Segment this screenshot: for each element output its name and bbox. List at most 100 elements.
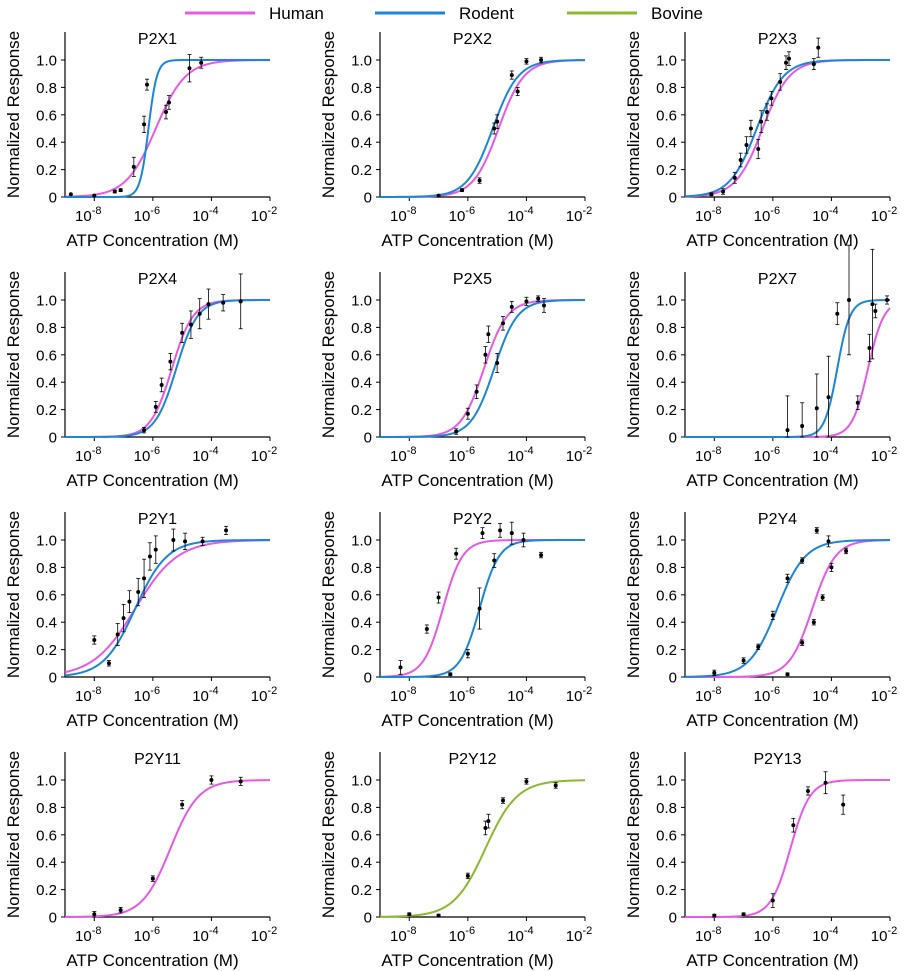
y-tick-label: 0.6 bbox=[656, 827, 677, 844]
x-tick-label: 10-8 bbox=[390, 205, 416, 225]
data-point bbox=[159, 382, 164, 387]
data-point bbox=[553, 783, 558, 788]
panel-p2y2: P2Y2 0 0.2 0.4 0.6 0.8 1.0 10-8 10-6 10-4 10-2 ATP … bbox=[319, 511, 592, 730]
data-point bbox=[769, 96, 774, 101]
x-tick-label: 10-8 bbox=[75, 445, 101, 465]
x-tick-label: 10-4 bbox=[192, 685, 218, 705]
y-tick-label: 0.8 bbox=[351, 320, 372, 337]
x-tick-label: 10-4 bbox=[812, 925, 838, 945]
y-tick-label: 0.4 bbox=[36, 375, 57, 392]
legend-label-human: Human bbox=[269, 4, 324, 23]
x-tick-label: 10-6 bbox=[754, 205, 780, 225]
data-point bbox=[785, 672, 790, 677]
data-point bbox=[131, 164, 136, 169]
data-point bbox=[786, 56, 791, 61]
y-tick-label: 0 bbox=[364, 190, 372, 207]
y-tick-label: 1.0 bbox=[36, 293, 57, 310]
y-tick-label: 0.4 bbox=[351, 375, 372, 392]
x-tick-label: 10-2 bbox=[566, 445, 592, 465]
y-tick-label: 1.0 bbox=[656, 53, 677, 70]
x-tick-label: 10-6 bbox=[754, 445, 780, 465]
x-tick-label: 10-8 bbox=[390, 685, 416, 705]
legend-label-rodent: Rodent bbox=[459, 4, 514, 23]
y-tick-label: 0 bbox=[669, 430, 677, 447]
y-tick-label: 0.8 bbox=[656, 80, 677, 97]
y-tick-label: 0.6 bbox=[351, 347, 372, 364]
data-point bbox=[136, 590, 141, 595]
x-axis-label: ATP Concentration (M) bbox=[66, 711, 238, 730]
x-axis-label: ATP Concentration (M) bbox=[381, 231, 553, 250]
y-tick-label: 0.2 bbox=[36, 642, 57, 659]
y-tick-label: 0.2 bbox=[656, 402, 677, 419]
data-point bbox=[800, 558, 805, 563]
data-point bbox=[806, 788, 810, 793]
data-point bbox=[800, 640, 805, 645]
data-point bbox=[448, 672, 453, 677]
data-point bbox=[844, 548, 849, 553]
data-point bbox=[474, 389, 479, 394]
data-point bbox=[847, 298, 851, 302]
curve-rodent bbox=[65, 59, 270, 198]
y-tick-label: 1.0 bbox=[656, 773, 677, 790]
y-tick-label: 0.4 bbox=[36, 135, 57, 152]
x-tick-label: 10-4 bbox=[507, 205, 533, 225]
data-point bbox=[741, 912, 746, 917]
y-tick-label: 0.2 bbox=[351, 402, 372, 419]
data-point bbox=[855, 400, 860, 405]
data-point bbox=[778, 79, 783, 84]
panel-p2y13: P2Y13 0 0.2 0.4 0.6 0.8 1.0 10-8 10-6 10-4 10-2 ATP… bbox=[624, 751, 897, 970]
x-tick-label: 10-2 bbox=[251, 685, 277, 705]
data-point bbox=[147, 554, 152, 559]
data-point bbox=[145, 82, 149, 87]
y-tick-label: 0 bbox=[364, 430, 372, 447]
data-point bbox=[118, 188, 123, 193]
x-tick-label: 10-6 bbox=[134, 205, 160, 225]
x-axis-label: ATP Concentration (M) bbox=[686, 951, 858, 970]
panel-title-p2x1: P2X1 bbox=[138, 31, 177, 48]
data-point bbox=[465, 651, 470, 656]
curve-bovine bbox=[379, 779, 586, 918]
y-tick-label: 0 bbox=[49, 910, 57, 927]
legend-item-rodent: Rodent bbox=[375, 4, 514, 23]
data-point bbox=[477, 606, 482, 611]
data-point bbox=[539, 58, 544, 62]
x-tick-label: 10-8 bbox=[695, 445, 721, 465]
y-tick-label: 1.0 bbox=[351, 293, 372, 310]
data-point bbox=[118, 908, 123, 913]
panels: P2X1 0 0.2 0.4 0.6 0.8 1.0 10-8 10-6 10-4 10-2 ATP … bbox=[4, 31, 897, 970]
y-tick-label: 0.8 bbox=[656, 800, 677, 817]
data-point bbox=[712, 670, 717, 675]
x-tick-label: 10-2 bbox=[871, 445, 897, 465]
x-tick-label: 10-2 bbox=[251, 445, 277, 465]
curve-rodent bbox=[65, 299, 270, 438]
y-axis-label: Normalized Response bbox=[4, 271, 23, 438]
data-point bbox=[867, 345, 872, 350]
y-tick-label: 0.6 bbox=[351, 587, 372, 604]
data-point bbox=[238, 299, 243, 304]
x-tick-label: 10-2 bbox=[566, 205, 592, 225]
data-point bbox=[515, 89, 520, 94]
y-tick-label: 0.8 bbox=[351, 800, 372, 817]
x-tick-label: 10-4 bbox=[507, 685, 533, 705]
panel-title-p2y13: P2Y13 bbox=[753, 751, 801, 768]
x-axis-label: ATP Concentration (M) bbox=[66, 231, 238, 250]
x-tick-label: 10-4 bbox=[507, 925, 533, 945]
data-point bbox=[748, 126, 753, 131]
data-point bbox=[542, 303, 546, 308]
curve-human bbox=[65, 779, 271, 918]
curve-human bbox=[64, 539, 271, 674]
y-tick-label: 0.2 bbox=[656, 882, 677, 899]
data-point bbox=[835, 311, 840, 316]
data-point bbox=[509, 304, 514, 309]
y-tick-label: 0 bbox=[364, 670, 372, 687]
data-point bbox=[524, 59, 529, 64]
x-tick-label: 10-6 bbox=[449, 205, 475, 225]
data-point bbox=[814, 528, 819, 533]
y-tick-label: 0.8 bbox=[36, 560, 57, 577]
data-point bbox=[221, 300, 226, 305]
x-tick-label: 10-4 bbox=[812, 685, 838, 705]
data-point bbox=[721, 189, 726, 194]
x-axis-label: ATP Concentration (M) bbox=[686, 471, 858, 490]
data-point bbox=[785, 576, 790, 581]
